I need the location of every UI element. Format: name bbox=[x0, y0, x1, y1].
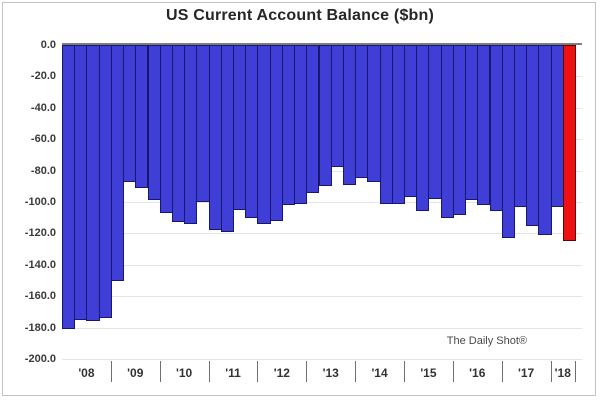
grid-line bbox=[62, 327, 582, 329]
x-tick-mark bbox=[110, 361, 112, 382]
bar bbox=[135, 45, 149, 188]
y-tick-label: -40.0 bbox=[30, 101, 56, 114]
y-tick-label: -80.0 bbox=[30, 164, 56, 177]
bar bbox=[74, 45, 88, 320]
x-tick-label: '10 bbox=[176, 366, 193, 380]
x-tick-mark bbox=[575, 361, 576, 382]
bar bbox=[159, 45, 173, 213]
plot-area bbox=[62, 43, 582, 360]
x-tick-mark bbox=[355, 361, 357, 382]
y-tick-label: -140.0 bbox=[24, 258, 56, 271]
y-tick-label: -60.0 bbox=[30, 133, 56, 146]
x-tick-mark bbox=[501, 361, 503, 382]
bar bbox=[171, 45, 186, 223]
bar bbox=[257, 45, 271, 224]
bar bbox=[86, 45, 100, 322]
bar-highlighted bbox=[562, 45, 576, 242]
bar bbox=[452, 45, 467, 215]
x-tick-mark bbox=[452, 361, 454, 382]
bar bbox=[477, 45, 491, 206]
bar bbox=[428, 45, 442, 199]
x-tick-mark bbox=[550, 361, 552, 382]
bar bbox=[367, 45, 381, 182]
y-tick-label: -180.0 bbox=[24, 321, 56, 334]
grid-line bbox=[62, 296, 582, 298]
bar bbox=[416, 45, 430, 212]
x-tick-mark bbox=[208, 361, 210, 382]
zero-axis-line bbox=[62, 43, 582, 45]
bar bbox=[110, 45, 125, 281]
bar bbox=[306, 45, 320, 193]
x-tick-mark bbox=[257, 361, 259, 382]
x-tick-label: '16 bbox=[469, 366, 486, 380]
bar bbox=[550, 45, 564, 207]
x-tick-label: '17 bbox=[518, 366, 535, 380]
bar bbox=[294, 45, 308, 204]
y-tick-label: -200.0 bbox=[24, 353, 56, 365]
y-tick-label: -160.0 bbox=[24, 290, 56, 303]
grid-line bbox=[62, 202, 582, 203]
y-tick-label: -20.0 bbox=[30, 70, 56, 83]
bar bbox=[465, 45, 479, 201]
x-tick-label: '09 bbox=[127, 366, 144, 380]
bar bbox=[391, 45, 405, 204]
x-tick-label: '14 bbox=[371, 366, 388, 380]
x-tick-label: '18 bbox=[554, 366, 571, 380]
bar bbox=[379, 45, 393, 204]
bar bbox=[245, 45, 259, 218]
x-tick-label: '11 bbox=[225, 366, 241, 380]
grid-line bbox=[62, 359, 582, 360]
x-tick-label: '15 bbox=[420, 366, 437, 380]
bar bbox=[208, 45, 222, 231]
bar bbox=[513, 45, 528, 207]
y-tick-label: 0.0 bbox=[40, 39, 56, 51]
grid-line bbox=[62, 264, 582, 266]
bar bbox=[501, 45, 515, 239]
bar bbox=[281, 45, 296, 206]
chart-title: US Current Account Balance ($bn) bbox=[165, 7, 435, 24]
bar bbox=[330, 45, 344, 168]
x-tick-label: '08 bbox=[78, 366, 95, 380]
x-tick-label: '12 bbox=[273, 366, 290, 380]
bar bbox=[196, 45, 210, 202]
x-tick-mark bbox=[306, 361, 308, 382]
watermark-text: The Daily Shot® bbox=[446, 335, 527, 347]
bar bbox=[342, 45, 357, 185]
x-tick-label: '13 bbox=[322, 366, 339, 380]
x-tick-mark bbox=[159, 361, 161, 382]
grid-line bbox=[62, 233, 582, 235]
bar bbox=[123, 45, 137, 182]
y-tick-label: -100.0 bbox=[24, 196, 56, 208]
bar bbox=[538, 45, 552, 235]
y-tick-label: -120.0 bbox=[24, 227, 56, 240]
x-tick-mark bbox=[404, 361, 405, 382]
bar bbox=[220, 45, 234, 232]
